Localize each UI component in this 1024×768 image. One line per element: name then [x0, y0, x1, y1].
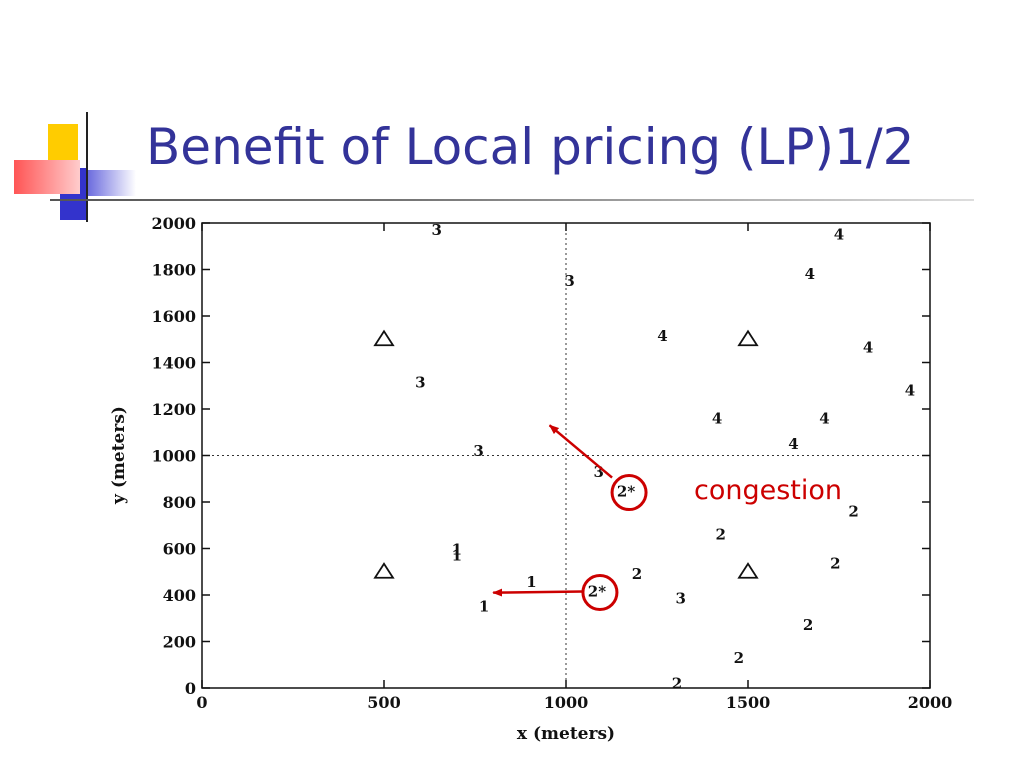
y-tick-label: 1000	[151, 447, 196, 466]
node-marker: 4	[819, 409, 829, 427]
slide-title: Benefit of Local pricing (LP)1/2	[146, 118, 915, 176]
annotation-arrows	[492, 424, 613, 597]
annotation-arrow	[492, 588, 583, 597]
triangle-marker	[373, 562, 395, 579]
y-axis-label: y (meters)	[109, 406, 129, 505]
congestion-circle	[610, 474, 648, 512]
node-marker: 1	[479, 598, 489, 616]
x-tick-label: 500	[367, 693, 400, 712]
y-tick-label: 0	[185, 679, 196, 698]
y-tick-label: 400	[163, 586, 196, 605]
node-marker: 1	[452, 546, 462, 564]
node-marker: 2	[734, 649, 744, 667]
node-marker: 2	[632, 565, 642, 583]
triangle-marker	[737, 562, 759, 579]
node-marker: 3	[675, 589, 685, 607]
node-marker: 2	[715, 526, 725, 544]
x-tick-label: 0	[196, 693, 207, 712]
node-marker: 4	[863, 338, 873, 356]
node-marker: 3	[415, 373, 425, 391]
triangle-marker	[737, 329, 759, 347]
node-marker: 3	[594, 463, 604, 481]
node-marker: 2	[848, 502, 858, 520]
node-marker: 2*	[617, 483, 635, 501]
node-marker: 2	[672, 674, 682, 692]
node-marker: 1	[452, 541, 462, 559]
y-tick-label: 1800	[151, 261, 196, 280]
node-marker: 4	[657, 327, 667, 345]
x-tick-label: 2000	[908, 693, 953, 712]
x-axis-ticks: 0 500 1000 1500 2000	[196, 223, 952, 712]
decor-blue-gradient-bar	[86, 170, 136, 196]
node-marker: 2*	[588, 583, 606, 601]
triangle-marker	[373, 329, 395, 347]
x-tick-label: 1000	[544, 693, 589, 712]
y-tick-label: 800	[163, 493, 196, 512]
y-tick-label: 200	[163, 633, 196, 652]
y-tick-label: 1200	[151, 400, 196, 419]
node-marker: 4	[905, 381, 915, 399]
y-tick-label: 1400	[151, 354, 196, 373]
node-marker: 2	[803, 616, 813, 634]
congestion-label: congestion	[694, 475, 842, 506]
node-marker: 2	[830, 555, 840, 573]
annotation-arrow	[548, 424, 613, 479]
node-marker: 4	[805, 265, 815, 283]
node-marker: 4	[712, 409, 722, 427]
node-marker: 4	[834, 226, 844, 244]
x-axis-label: x (meters)	[517, 724, 615, 744]
title-underline	[50, 199, 974, 201]
node-marker: 3	[432, 221, 442, 239]
x-tick-label: 1500	[726, 693, 771, 712]
triangle-markers	[373, 329, 759, 579]
node-marker: 3	[564, 272, 574, 290]
y-axis-ticks: 0 200 400 600 800 1000 1200 1400 1600 1800 2000	[151, 214, 930, 698]
node-marker: 4	[788, 435, 798, 453]
y-tick-label: 600	[163, 540, 196, 559]
node-marker: 1	[526, 573, 536, 591]
decor-red-gradient-bar	[14, 160, 80, 194]
node-marker: 3	[473, 442, 483, 460]
decor-vertical-line	[86, 112, 88, 222]
y-tick-label: 1600	[151, 307, 196, 326]
y-tick-label: 2000	[151, 214, 196, 233]
